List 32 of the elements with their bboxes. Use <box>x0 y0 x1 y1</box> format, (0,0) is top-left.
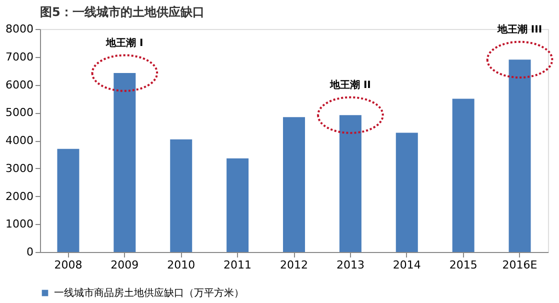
x-tick-label: 2016E <box>502 258 538 272</box>
annotation: 地王潮 II <box>328 79 371 92</box>
y-tick-label: 8000 <box>6 22 34 36</box>
y-tick-label: 2000 <box>6 190 34 203</box>
x-tick-label: 2015 <box>449 258 478 272</box>
y-tick-label: 5000 <box>6 106 34 120</box>
y-tick-label: 1000 <box>6 218 34 231</box>
y-tick-label: 0 <box>26 246 34 258</box>
annotation: 地王潮 I <box>105 37 144 50</box>
x-tick-label: 2009 <box>110 258 139 272</box>
bar <box>226 158 249 252</box>
x-tick-label: 2010 <box>167 258 196 272</box>
bar <box>396 132 418 252</box>
y-tick-label: 6000 <box>6 78 34 92</box>
bar <box>57 148 80 252</box>
bar <box>339 115 362 252</box>
x-tick-label: 2011 <box>224 258 252 272</box>
bar <box>452 98 474 252</box>
chart-title: 图5：一线城市的土地供应缺口 <box>40 5 204 19</box>
annotation: 地王潮 III <box>496 24 542 36</box>
legend-label: 一线城市商品房土地供应缺口（万平方米） <box>54 287 244 299</box>
bar <box>283 117 305 252</box>
bar <box>170 139 192 252</box>
bar <box>508 60 531 252</box>
x-tick-label: 2014 <box>392 258 421 272</box>
x-tick-label: 2008 <box>54 258 82 272</box>
y-tick-label: 4000 <box>6 134 34 147</box>
y-tick-label: 3000 <box>6 162 34 175</box>
x-tick-label: 2013 <box>336 258 364 272</box>
y-tick-label: 7000 <box>6 50 34 64</box>
bar <box>114 73 136 252</box>
x-tick-label: 2012 <box>280 258 308 272</box>
